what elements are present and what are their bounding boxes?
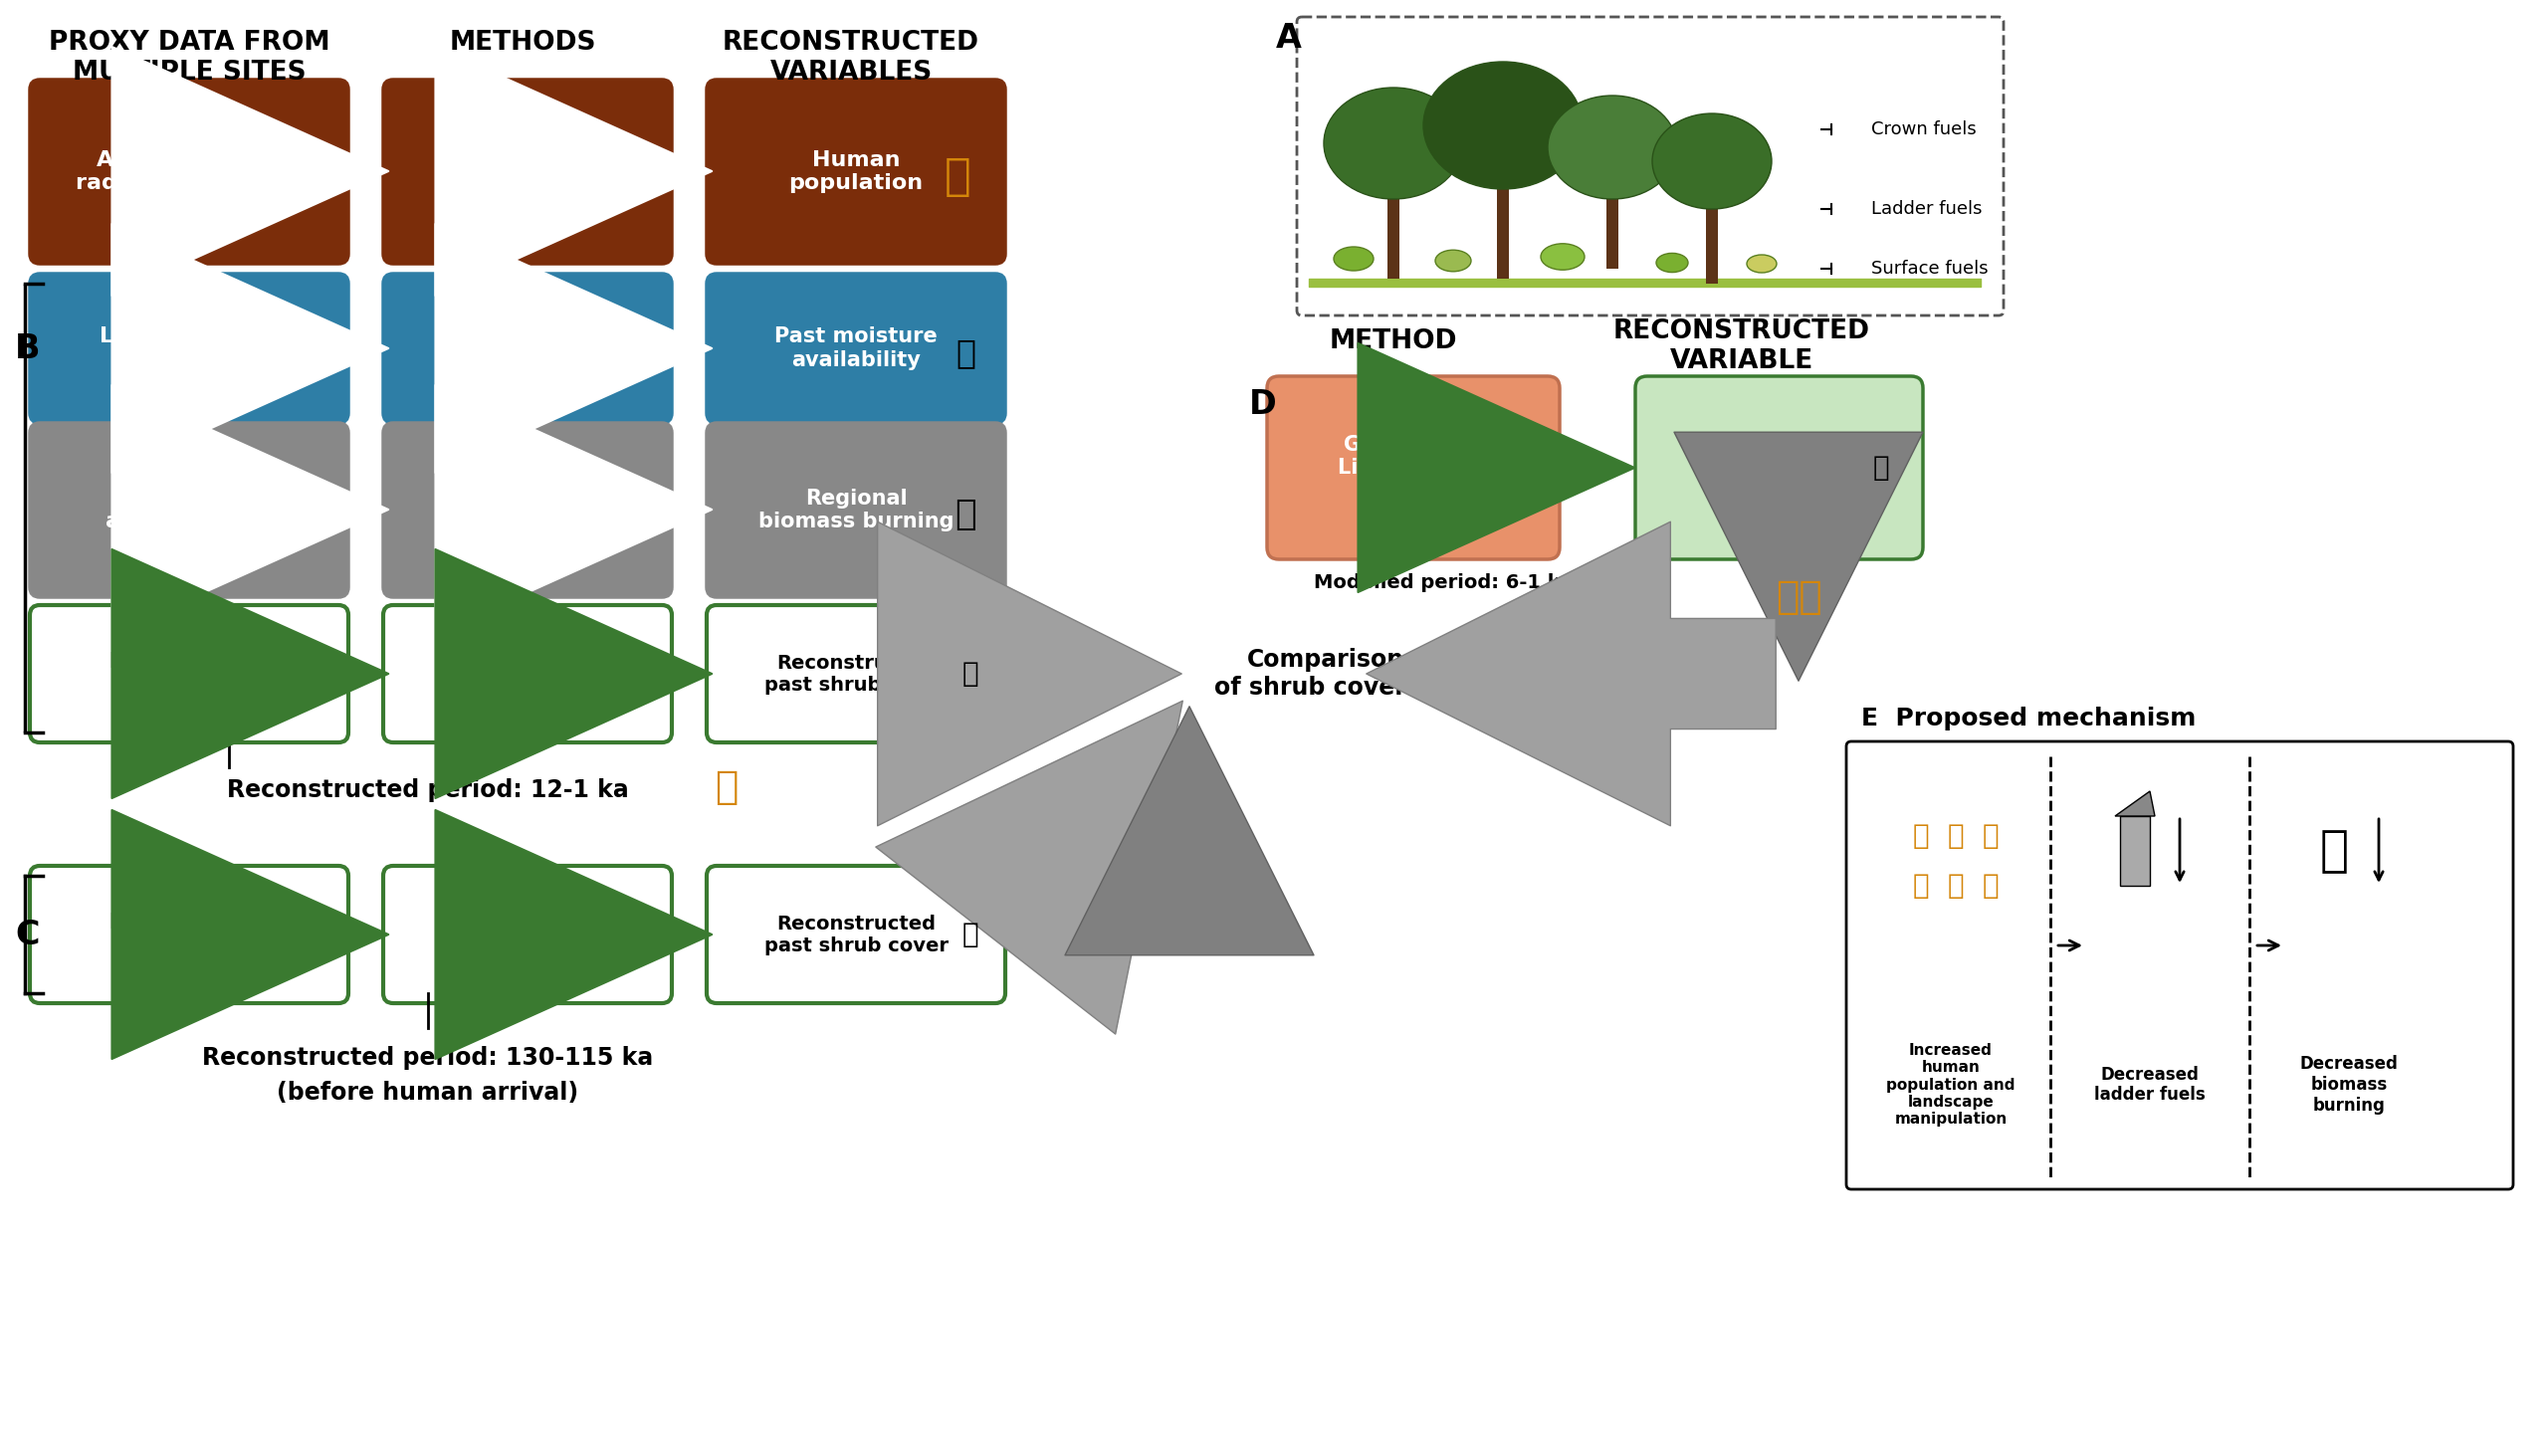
Text: 🚶: 🚶 (1982, 823, 1998, 850)
FancyBboxPatch shape (31, 422, 349, 597)
Text: 🌿: 🌿 (963, 660, 978, 687)
Text: Pollen counts
(Holocene): Pollen counts (Holocene) (110, 652, 268, 696)
Bar (1605, 199, 1618, 269)
Text: 🚶🚶: 🚶🚶 (1776, 578, 1822, 616)
Text: RECONSTRUCTED
VARIABLE: RECONSTRUCTED VARIABLE (1613, 319, 1870, 374)
Text: Square root
transformation
+ compositing: Square root transformation + compositing (446, 479, 609, 542)
Text: 🌿: 🌿 (963, 920, 978, 948)
Text: Reconstructed period: 12-1 ka: Reconstructed period: 12-1 ka (227, 779, 629, 802)
Text: Crown fuels: Crown fuels (1870, 121, 1977, 138)
Text: 🚶: 🚶 (716, 769, 739, 807)
Polygon shape (2115, 791, 2156, 815)
Text: 🔥: 🔥 (2319, 827, 2349, 875)
Text: Surface fuels: Surface fuels (1870, 259, 1987, 278)
Text: Regional
biomass burning: Regional biomass burning (759, 489, 953, 531)
FancyBboxPatch shape (382, 422, 673, 597)
FancyBboxPatch shape (31, 80, 349, 264)
Text: Summed
probability
density (SPD): Summed probability density (SPD) (448, 138, 606, 205)
Text: Reconstructed
past shrub cover: Reconstructed past shrub cover (764, 654, 948, 695)
Bar (1707, 210, 1717, 284)
FancyBboxPatch shape (1636, 376, 1924, 559)
FancyBboxPatch shape (382, 80, 673, 264)
Ellipse shape (1542, 243, 1585, 269)
Ellipse shape (1333, 248, 1373, 271)
Text: Decreased
biomass
burning: Decreased biomass burning (2301, 1056, 2398, 1114)
FancyBboxPatch shape (382, 866, 673, 1003)
Text: A: A (1277, 22, 1302, 55)
Text: B: B (15, 332, 41, 365)
Ellipse shape (1325, 87, 1463, 199)
FancyBboxPatch shape (1266, 376, 1559, 559)
Text: Ladder fuels: Ladder fuels (1870, 199, 1982, 218)
Text: Archaeological
radiocarbon dates: Archaeological radiocarbon dates (76, 150, 303, 194)
Text: REVEALS
modelling: REVEALS modelling (469, 652, 586, 696)
Ellipse shape (1748, 255, 1776, 272)
FancyBboxPatch shape (706, 80, 1006, 264)
Text: Charcoal
accumulation: Charcoal accumulation (104, 489, 273, 531)
FancyBboxPatch shape (1847, 741, 2512, 1190)
Text: PROXY DATA FROM
MULTIPLE SITES: PROXY DATA FROM MULTIPLE SITES (48, 31, 329, 86)
FancyBboxPatch shape (382, 606, 673, 743)
Text: Reconstructed period: 130-115 ka: Reconstructed period: 130-115 ka (201, 1045, 652, 1070)
Text: D: D (1249, 389, 1277, 421)
Text: E  Proposed mechanism: E Proposed mechanism (1860, 706, 2196, 731)
Text: Lake level and
salinity: Lake level and salinity (99, 326, 278, 370)
Text: 🚶: 🚶 (1947, 823, 1965, 850)
Text: Reconstructed
past shrub cover: Reconstructed past shrub cover (764, 914, 948, 955)
Text: Human
population: Human population (790, 150, 922, 194)
FancyBboxPatch shape (382, 274, 673, 422)
Text: 🚶: 🚶 (1982, 872, 1998, 900)
FancyBboxPatch shape (1297, 17, 2003, 316)
Text: METHOD: METHOD (1330, 329, 1457, 354)
Text: Generalised
Linear Model
(GLM): Generalised Linear Model (GLM) (1338, 435, 1488, 501)
Text: Past moisture
availability: Past moisture availability (775, 326, 938, 370)
Ellipse shape (1651, 114, 1771, 210)
Text: Z-scores +
compositing: Z-scores + compositing (456, 326, 599, 370)
FancyBboxPatch shape (31, 606, 349, 743)
Text: 🚶: 🚶 (1914, 872, 1929, 900)
Text: (before human arrival): (before human arrival) (278, 1080, 578, 1105)
Ellipse shape (1435, 250, 1470, 271)
Ellipse shape (1547, 96, 1677, 199)
Text: REVEALS
modelling: REVEALS modelling (469, 913, 586, 957)
Text: C: C (15, 919, 38, 951)
Text: Modelled period: 6-1 ka: Modelled period: 6-1 ka (1312, 572, 1572, 591)
Text: Comparison
of shrub cover %: Comparison of shrub cover % (1215, 648, 1437, 699)
FancyBboxPatch shape (706, 606, 1006, 743)
FancyBboxPatch shape (31, 866, 349, 1003)
FancyBboxPatch shape (706, 422, 1006, 597)
Text: 🚶: 🚶 (1947, 872, 1965, 900)
Text: RECONSTRUCTED
VARIABLES: RECONSTRUCTED VARIABLES (724, 31, 978, 86)
Text: 🌿: 🌿 (1873, 454, 1891, 482)
FancyBboxPatch shape (706, 274, 1006, 422)
Text: Predicted past
shrub cover: Predicted past shrub cover (1694, 446, 1865, 489)
Text: Pollen counts
(MIS5e): Pollen counts (MIS5e) (110, 913, 268, 957)
Ellipse shape (1656, 253, 1689, 272)
Text: 🔥: 🔥 (956, 498, 976, 531)
Text: Increased
human
population and
landscape
manipulation: Increased human population and landscape… (1886, 1042, 2015, 1127)
Bar (2120, 815, 2151, 885)
Bar (1389, 199, 1399, 278)
Bar (1498, 189, 1508, 278)
Text: 🚶: 🚶 (945, 154, 971, 198)
Ellipse shape (1424, 61, 1582, 189)
Text: METHODS: METHODS (448, 31, 596, 55)
Text: Decreased
ladder fuels: Decreased ladder fuels (2094, 1066, 2207, 1104)
Text: 🚶: 🚶 (1914, 823, 1929, 850)
FancyBboxPatch shape (31, 274, 349, 422)
FancyBboxPatch shape (706, 866, 1006, 1003)
Text: 💧: 💧 (956, 336, 976, 370)
